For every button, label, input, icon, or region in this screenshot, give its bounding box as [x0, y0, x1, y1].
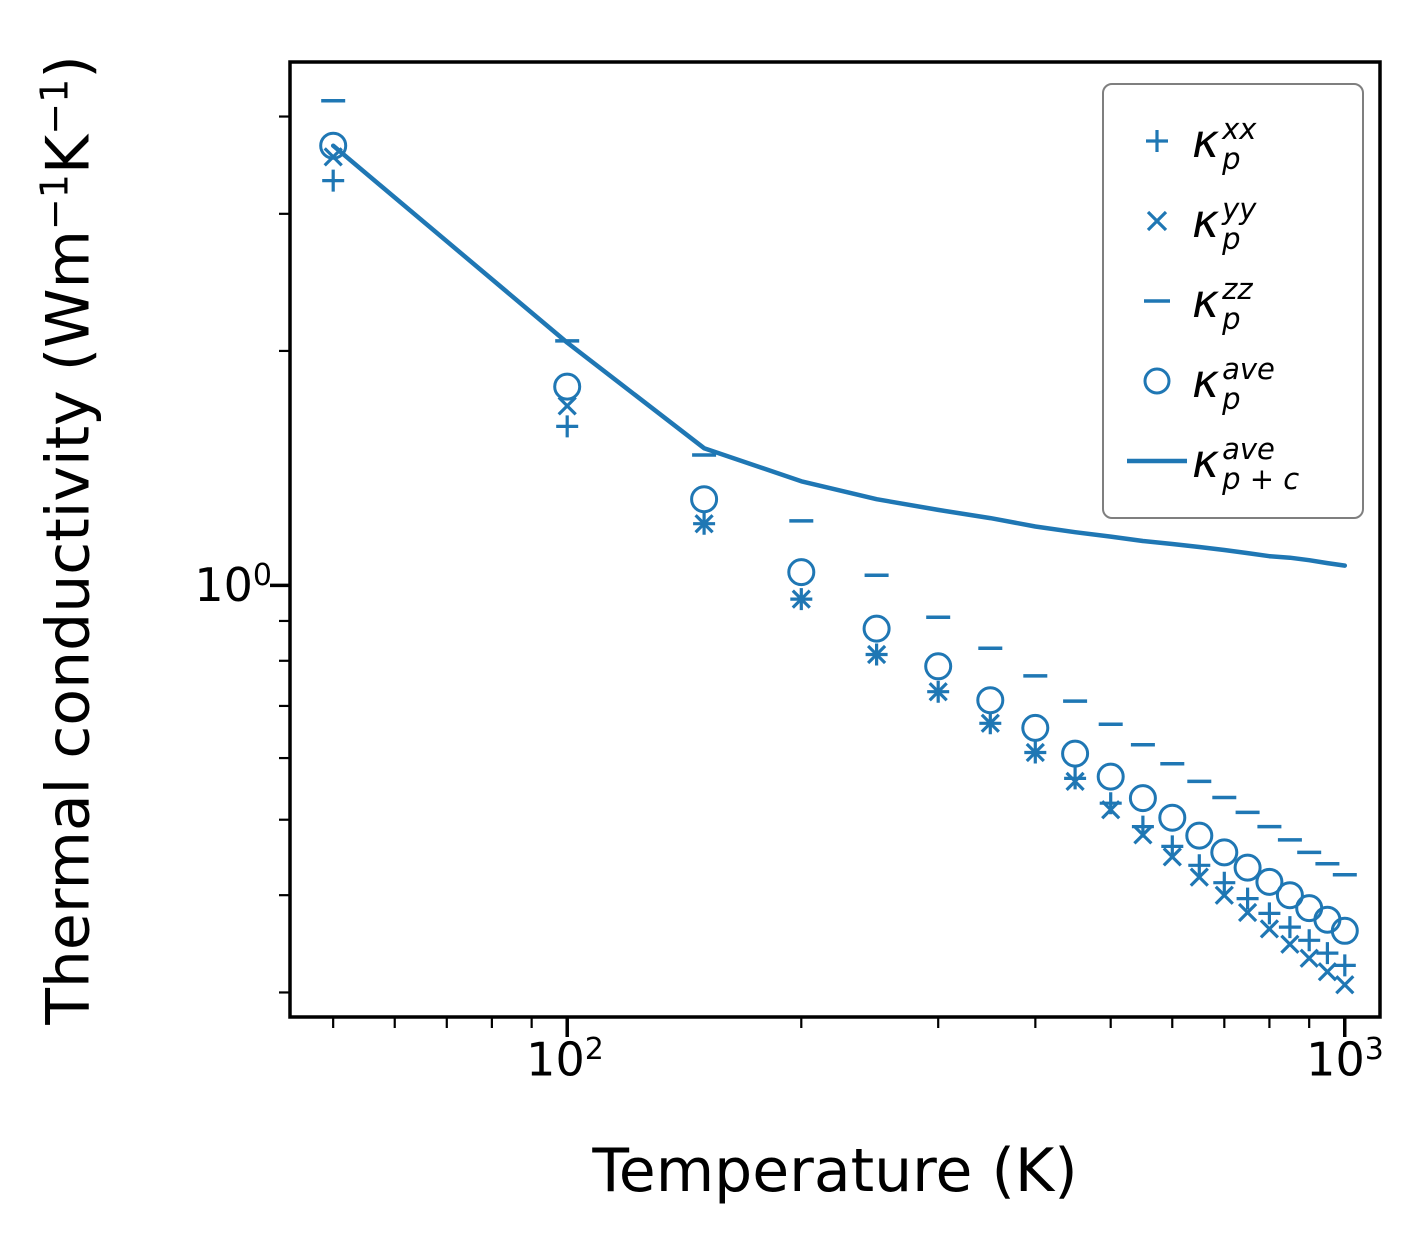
legend-subscript: p	[1222, 382, 1241, 416]
legend-superscript: yy	[1222, 191, 1257, 226]
series-kappa_p_ave	[1096, 762, 1125, 791]
tick-base: 10	[526, 1032, 585, 1087]
series-kappa_p_ave	[787, 558, 816, 587]
y-tick-label-1: 100	[194, 558, 272, 612]
legend-label: κ yy p	[1192, 191, 1257, 256]
tick-exponent: 0	[252, 557, 272, 593]
series-kappa_p_ave	[1021, 713, 1050, 742]
legend-item-kappa-xx: κ xx p	[1122, 101, 1344, 181]
legend-label: κ ave p + c	[1192, 431, 1300, 496]
tick-exponent: 3	[1364, 1032, 1384, 1067]
circle-marker-icon	[1122, 357, 1192, 405]
legend-label: κ xx p	[1192, 111, 1257, 176]
line-marker-icon	[1122, 437, 1192, 485]
legend: κ xx p κ yy p κ zz p	[1102, 83, 1364, 519]
legend-item-kappa-ave: κ ave p	[1122, 341, 1344, 421]
legend-subscript: p	[1222, 302, 1241, 336]
y-label-text: Thermal conductivity (Wm	[33, 230, 104, 1025]
series-kappa_p_ave	[862, 614, 891, 643]
legend-subscript: p	[1222, 142, 1241, 176]
legend-item-kappa-zz: κ zz p	[1122, 261, 1344, 341]
x-tick-label-100: 102	[526, 1032, 604, 1086]
legend-superscript: xx	[1222, 111, 1257, 146]
series-kappa_p_ave	[553, 372, 582, 401]
tick-base: 10	[194, 558, 253, 613]
plus-marker-icon	[1122, 117, 1192, 165]
axes-spines	[288, 60, 1382, 1019]
y-label-text: )	[33, 55, 104, 79]
tick-base: 10	[1306, 1032, 1365, 1087]
legend-subscript: p + c	[1222, 462, 1300, 496]
y-axis-label: Thermal conductivity (Wm−1K−1)	[33, 55, 104, 1025]
series-kappa_p_ave	[1313, 905, 1342, 934]
series-kappa_p_ave	[1158, 803, 1187, 832]
series-kappa_p_ave	[319, 131, 348, 160]
legend-label: κ zz p	[1192, 271, 1253, 336]
series-kappa_p_ave	[976, 686, 1005, 715]
legend-label: κ ave p	[1192, 351, 1275, 416]
legend-subscript: p	[1222, 222, 1241, 256]
series-kappa_p_ave	[1185, 821, 1214, 850]
series-kappa_p_ave	[1233, 853, 1262, 882]
series-kappa_p_ave	[1128, 784, 1157, 813]
y-label-sup: −1	[32, 174, 77, 231]
series-kappa_p_ave	[1210, 838, 1239, 867]
legend-item-kappa-yy: κ yy p	[1122, 181, 1344, 261]
tick-exponent: 2	[584, 1032, 604, 1067]
legend-superscript: ave	[1222, 351, 1275, 386]
series-kappa_p_ave	[1255, 867, 1284, 896]
dash-marker-icon	[1122, 277, 1192, 325]
series-kappa_p_ave	[1275, 881, 1304, 910]
series-kappa_p_ave	[1295, 894, 1324, 923]
x-axis-label: Temperature (K)	[592, 1136, 1078, 1206]
legend-superscript: zz	[1222, 271, 1253, 306]
legend-superscript: ave	[1222, 431, 1275, 466]
y-label-sup: −1	[32, 78, 77, 135]
series-kappa_p_plus_c_ave	[330, 143, 1348, 568]
series-kappa_p_ave	[1330, 916, 1359, 945]
series-kappa_p_zz	[321, 99, 1357, 877]
y-label-text: K	[33, 134, 104, 175]
x-tick-label-1000: 103	[1306, 1032, 1384, 1086]
series-kappa_p_ave	[924, 652, 953, 681]
series-kappa_p_ave	[690, 485, 719, 514]
x-marker-icon	[1122, 197, 1192, 245]
legend-item-kappa-p-plus-c-ave: κ ave p + c	[1122, 421, 1344, 501]
series-kappa_p_ave	[1061, 739, 1090, 768]
